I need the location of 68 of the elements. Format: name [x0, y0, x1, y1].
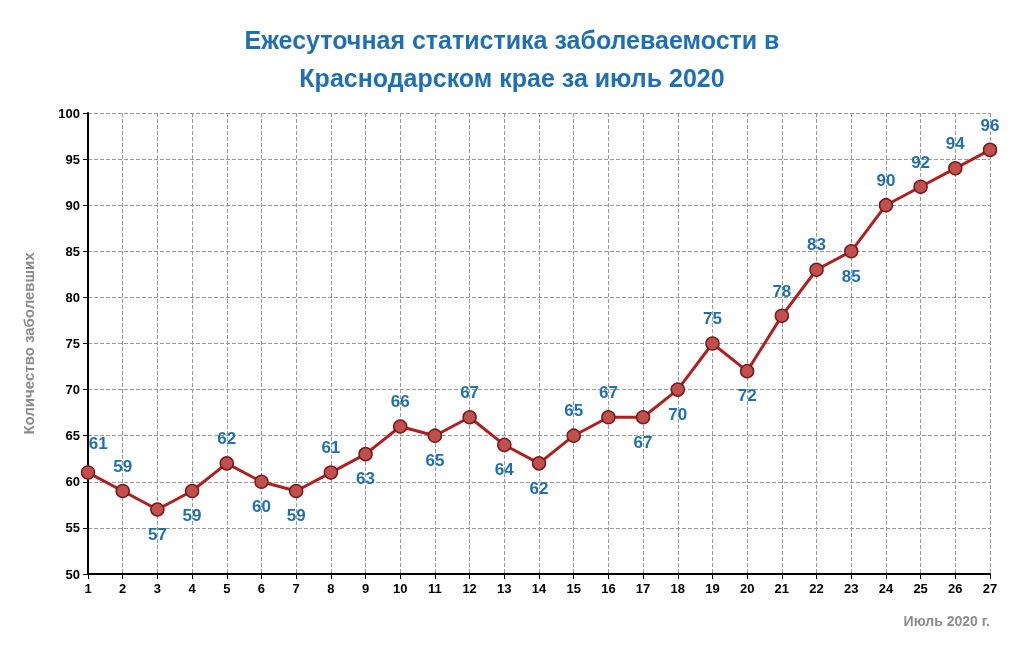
data-label: 59: [113, 456, 133, 476]
y-tick-label: 95: [65, 151, 80, 167]
data-label: 75: [703, 309, 722, 329]
y-tick-label: 90: [65, 197, 80, 213]
x-tick-label: 6: [257, 581, 266, 596]
x-tick-label: 2: [119, 581, 127, 596]
y-tick-label: 50: [65, 566, 80, 582]
x-tick-label: 26: [948, 581, 963, 596]
y-tick-label: 55: [65, 520, 80, 536]
x-tick-label: 3: [153, 581, 161, 596]
data-label: 65: [564, 401, 584, 421]
x-tick-label: 21: [774, 581, 790, 596]
data-label: 72: [737, 386, 757, 406]
data-label: 70: [668, 404, 688, 424]
x-tick-label: 7: [292, 581, 300, 596]
data-label: 78: [772, 281, 792, 301]
x-tick-label: 17: [635, 581, 651, 596]
x-tick-label: 22: [809, 581, 824, 596]
y-tick-label: 100: [58, 105, 80, 121]
x-tick-label: 8: [327, 581, 335, 596]
data-label: 62: [217, 429, 237, 449]
data-label: 65: [425, 450, 445, 470]
data-label: 61: [88, 434, 108, 454]
x-tick-label: 25: [913, 581, 928, 596]
x-tick-label: 27: [982, 581, 998, 596]
x-tick-label: 10: [393, 581, 408, 596]
data-label: 94: [945, 134, 966, 154]
data-label: 83: [807, 235, 826, 255]
x-tick-label: 11: [428, 581, 442, 596]
x-axis-title: Июль 2020 г.: [903, 613, 990, 629]
data-label: 59: [182, 506, 202, 526]
data-label: 96: [980, 115, 1000, 135]
x-tick-label: 4: [188, 581, 197, 596]
data-label: 67: [598, 383, 618, 403]
data-label: 57: [147, 524, 167, 544]
x-tick-label: 15: [566, 581, 581, 596]
x-tick-label: 5: [223, 581, 231, 596]
x-tick-label: 18: [670, 581, 685, 596]
x-tick-label: 24: [878, 581, 894, 596]
data-label: 64: [494, 460, 515, 480]
x-tick-label: 12: [462, 581, 477, 596]
y-tick-label: 85: [65, 243, 80, 259]
data-label: 61: [321, 438, 341, 458]
x-tick-label: 14: [531, 581, 547, 596]
y-tick-label: 75: [65, 336, 80, 351]
data-label: 67: [633, 432, 653, 452]
data-label: 67: [460, 383, 480, 403]
y-tick-label: 80: [65, 289, 80, 305]
data-label: 90: [876, 170, 896, 190]
data-label: 62: [529, 478, 549, 498]
data-label: 92: [911, 152, 931, 172]
x-tick-label: 20: [739, 581, 755, 596]
y-axis-title: Количество заболевших: [20, 251, 37, 435]
chart-title: Ежесуточная статистика заболеваемости в Краснодарском крае за июль 2020: [244, 26, 780, 92]
data-label: 59: [286, 506, 306, 526]
x-tick-label: 16: [601, 581, 616, 596]
data-label: 60: [252, 497, 271, 517]
y-tick-label: 60: [65, 474, 80, 490]
y-tick-label: 65: [65, 428, 80, 444]
x-tick-label: 19: [705, 581, 720, 596]
x-tick-label: 23: [844, 581, 859, 596]
x-tick-label: 13: [497, 581, 512, 596]
x-tick-label: 1: [84, 581, 92, 596]
data-label: 85: [841, 266, 861, 286]
data-label: 66: [390, 392, 410, 412]
y-tick-label: 70: [65, 382, 80, 398]
data-label: 63: [356, 469, 375, 489]
x-tick-label: 9: [361, 581, 370, 596]
